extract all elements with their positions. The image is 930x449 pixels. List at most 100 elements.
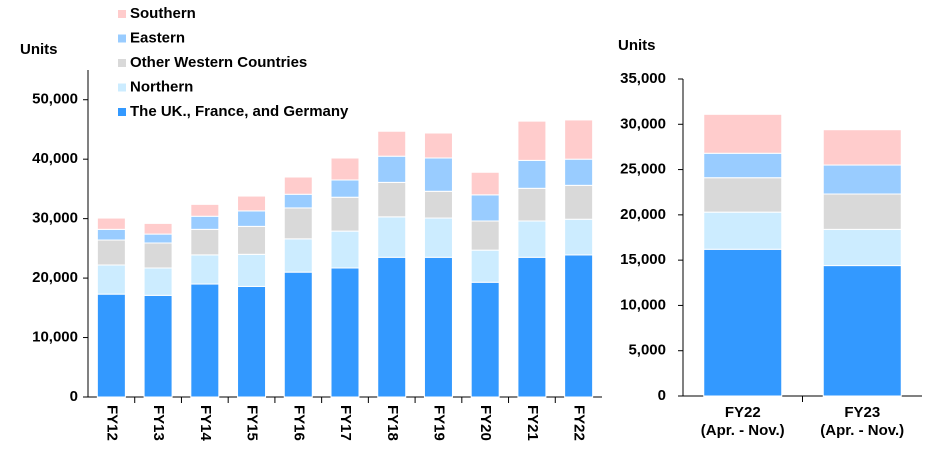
bar-segment xyxy=(703,248,783,397)
bar-segment xyxy=(470,171,500,196)
bar-segment xyxy=(377,155,407,183)
y-axis-label: Units xyxy=(618,37,656,54)
legend-swatch xyxy=(118,10,126,18)
bar-segment xyxy=(470,194,500,222)
x-tick-label: FY23 (Apr. - Nov.) xyxy=(820,404,905,439)
bar-segment xyxy=(470,281,500,398)
bar-segment xyxy=(283,207,313,240)
bar-segment xyxy=(822,129,902,166)
bar-segment xyxy=(283,193,313,209)
legend-swatch xyxy=(118,83,126,92)
bar-segment xyxy=(377,181,407,218)
bar-segment xyxy=(96,228,126,241)
x-tick-label: FY21 xyxy=(524,405,541,441)
x-tick-label: FY20 xyxy=(477,405,494,441)
x-tick-label: FY22 (Apr. - Nov.) xyxy=(700,404,785,439)
bar-segment xyxy=(237,253,267,287)
legend-label: Other Western Countries xyxy=(130,54,307,71)
bar-segment xyxy=(517,220,547,258)
y-tick-label: 15,000 xyxy=(620,251,666,268)
y-tick-label: 40,000 xyxy=(32,150,78,167)
x-tick-label: FY14 xyxy=(197,405,214,442)
bar-segment xyxy=(330,230,360,269)
x-tick-label: FY12 xyxy=(103,405,120,441)
bar-segment xyxy=(470,220,500,251)
x-tick-label: FY16 xyxy=(290,405,307,441)
legend-label: The UK., France, and Germany xyxy=(130,103,349,120)
bar-segment xyxy=(703,177,783,213)
bar-segment xyxy=(517,256,547,398)
bar-segment xyxy=(517,120,547,161)
y-tick-label: 30,000 xyxy=(620,115,666,132)
bar-segment xyxy=(330,179,360,198)
bar-segment xyxy=(96,264,126,295)
bar-segment xyxy=(283,271,313,398)
bar-segment xyxy=(143,242,173,269)
bar-segment xyxy=(96,293,126,398)
x-tick-label: FY19 xyxy=(430,405,447,441)
legend-swatch xyxy=(118,108,126,116)
x-tick-label: FY18 xyxy=(384,405,401,441)
bar-segment xyxy=(237,195,267,212)
bar-segment xyxy=(377,130,407,157)
bar-segment xyxy=(190,203,220,217)
y-tick-label: 30,000 xyxy=(32,210,78,227)
bar-segment xyxy=(470,249,500,283)
bar-segment xyxy=(564,158,594,186)
y-tick-label: 35,000 xyxy=(620,70,666,87)
y-tick-label: 0 xyxy=(658,387,666,404)
bar-segment xyxy=(822,193,902,230)
bar-segment xyxy=(143,267,173,296)
bar-segment xyxy=(423,157,453,192)
bar-segment xyxy=(96,239,126,266)
bar-segment xyxy=(283,238,313,273)
bar-segment xyxy=(190,215,220,230)
bar-segment xyxy=(703,113,783,154)
legend-swatch xyxy=(118,59,126,67)
x-tick-label: FY22 xyxy=(571,405,588,441)
bar-segment xyxy=(517,159,547,189)
x-tick-label: FY15 xyxy=(244,405,261,441)
bar-segment xyxy=(377,256,407,398)
bar-segment xyxy=(190,283,220,398)
bar-segment xyxy=(330,196,360,232)
y-tick-label: 10,000 xyxy=(620,296,666,313)
legend-label: Northern xyxy=(130,78,193,95)
y-tick-label: 0 xyxy=(70,388,78,405)
bar-segment xyxy=(377,216,407,258)
bar-segment xyxy=(283,176,313,195)
y-tick-label: 20,000 xyxy=(620,206,666,223)
y-axis-label: Units xyxy=(20,41,58,58)
x-tick-label: FY13 xyxy=(150,405,167,441)
bar-segment xyxy=(517,187,547,222)
bar-segment xyxy=(237,285,267,398)
bar-segment xyxy=(423,132,453,159)
x-tick-label: FY17 xyxy=(337,405,354,441)
y-tick-label: 10,000 xyxy=(32,329,78,346)
bar-segment xyxy=(703,152,783,179)
bar-segment xyxy=(423,256,453,398)
bar-segment xyxy=(822,265,902,397)
bar-segment xyxy=(190,254,220,285)
bar-segment xyxy=(237,210,267,227)
bar-segment xyxy=(564,119,594,160)
bar-segment xyxy=(564,184,594,220)
bar-segment xyxy=(190,228,220,256)
bar-segment xyxy=(143,222,173,235)
bar-segment xyxy=(237,225,267,255)
bar-segment xyxy=(703,211,783,250)
y-tick-label: 50,000 xyxy=(32,91,78,108)
legend-swatch xyxy=(118,34,126,43)
legend-label: Southern xyxy=(130,5,196,22)
bar-segment xyxy=(564,254,594,398)
y-tick-label: 20,000 xyxy=(32,269,78,286)
bar-segment xyxy=(423,190,453,219)
y-tick-label: 5,000 xyxy=(628,342,666,359)
bar-segment xyxy=(96,217,126,230)
bar-segment xyxy=(330,157,360,181)
bar-segment xyxy=(423,217,453,258)
bar-segment xyxy=(822,228,902,267)
bar-segment xyxy=(564,218,594,256)
